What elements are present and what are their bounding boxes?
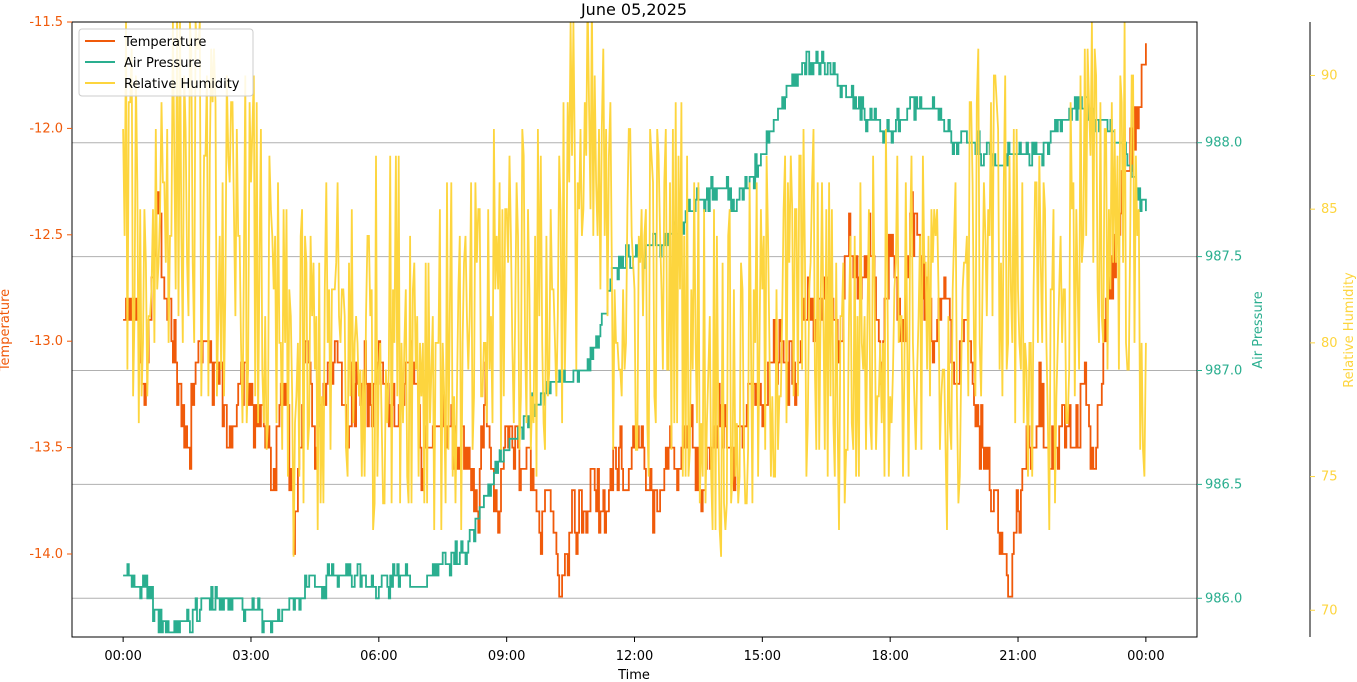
time-axis: 00:00 03:00 06:00 09:00 12:00 15:00 18:00 21:00… [104, 637, 1165, 664]
time-tick-label: 00:00 [104, 649, 141, 664]
air-pressure-tick-label: 986.5 [1205, 477, 1242, 492]
air-pressure-tick-label: 986.0 [1205, 591, 1242, 606]
temperature-axis-label: Temperature [0, 289, 13, 372]
chart-title: June 05,2025 [580, 0, 687, 19]
temperature-tick-label: -13.0 [29, 334, 63, 349]
time-tick-label: 15:00 [744, 649, 781, 664]
legend-label-temperature: Temperature [123, 35, 206, 50]
time-tick-label: 18:00 [871, 649, 908, 664]
relative-humidity-tick-label: 80 [1321, 336, 1338, 351]
air-pressure-tick-label: 988.0 [1205, 136, 1242, 151]
legend-box [78, 28, 254, 97]
time-tick-label: 21:00 [999, 649, 1036, 664]
time-tick-label: 00:00 [1127, 649, 1164, 664]
relative-humidity-tick-label: 85 [1321, 202, 1338, 217]
relative-humidity-tick-label: 90 [1321, 68, 1338, 83]
air-pressure-axis: 988.0 987.5 987.0 986.5 986.0 [1197, 136, 1242, 606]
temperature-axis: -11.5 -12.0 -12.5 -13.0 -13.5 -14.0 [29, 15, 72, 562]
temperature-tick-label: -12.0 [29, 121, 63, 136]
legend: Temperature Air Pressure Relative Humidi… [78, 28, 254, 97]
temperature-tick-label: -13.5 [29, 441, 63, 456]
temperature-line [123, 43, 1147, 598]
temperature-tick-label: -12.5 [29, 228, 63, 243]
plot-area [122, 22, 1147, 634]
legend-label-air-pressure: Air Pressure [124, 56, 202, 71]
air-pressure-axis-label: Air Pressure [1251, 291, 1266, 369]
relative-humidity-axis: 90 85 80 75 70 [1309, 22, 1338, 637]
time-tick-label: 06:00 [360, 649, 397, 664]
legend-label-relative-humidity: Relative Humidity [124, 77, 240, 92]
relative-humidity-tick-label: 75 [1321, 470, 1338, 485]
time-tick-label: 12:00 [616, 649, 653, 664]
time-axis-label: Time [617, 668, 650, 682]
temperature-tick-label: -14.0 [29, 547, 63, 562]
air-pressure-tick-label: 987.5 [1205, 250, 1242, 265]
air-pressure-tick-label: 987.0 [1205, 364, 1242, 379]
temperature-tick-label: -11.5 [29, 15, 63, 30]
time-tick-label: 03:00 [232, 649, 269, 664]
relative-humidity-line [122, 22, 1147, 557]
relative-humidity-tick-label: 70 [1321, 603, 1338, 618]
relative-humidity-axis-label: Relative Humidity [1342, 272, 1357, 388]
time-tick-label: 09:00 [488, 649, 525, 664]
